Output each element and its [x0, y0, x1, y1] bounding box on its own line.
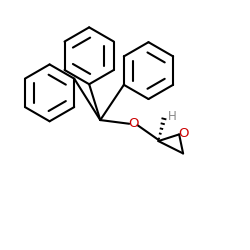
Text: O: O [178, 127, 188, 140]
Text: O: O [128, 117, 139, 130]
Text: H: H [168, 110, 177, 123]
